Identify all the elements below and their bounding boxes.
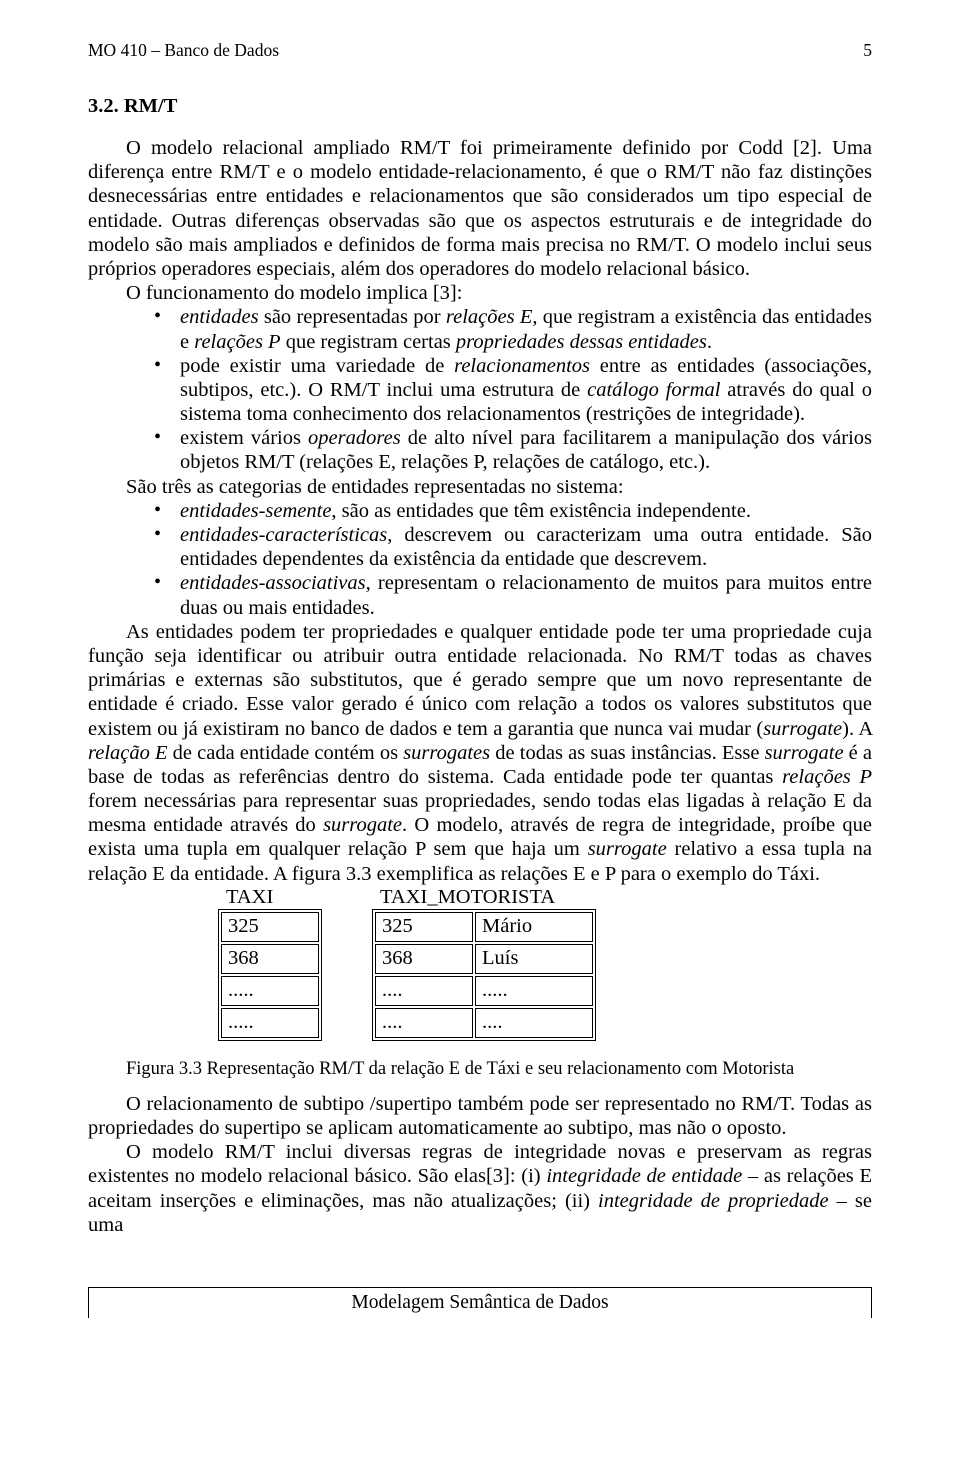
italic-text: surrogate: [765, 742, 844, 764]
table-row: 325Mário: [375, 912, 593, 942]
italic-text: integridade de entidade: [546, 1165, 742, 1187]
italic-text: surrogate: [588, 838, 667, 860]
table-cell: .....: [221, 976, 319, 1006]
table-cell: .....: [475, 976, 593, 1006]
text: que registram certas: [281, 331, 456, 353]
table-cell: ....: [475, 1008, 593, 1038]
table-taxi: TAXI 325 368 ..... .....: [218, 886, 322, 1041]
table: 325 368 ..... .....: [218, 909, 322, 1041]
list-item: entidades-características, descrevem ou …: [180, 523, 872, 571]
table-cell: 325: [375, 912, 473, 942]
page-header-left: MO 410 – Banco de Dados: [88, 40, 279, 61]
table: 325Mário 368Luís ......... ........: [372, 909, 596, 1041]
table-row: .........: [375, 976, 593, 1006]
italic-text: surrogate: [763, 718, 842, 740]
tables-row: TAXI 325 368 ..... ..... TAXI_MOTORISTA …: [218, 886, 872, 1041]
table-row: 368: [221, 944, 319, 974]
text: , são as entidades que têm existência in…: [331, 500, 751, 522]
text: existem vários: [180, 427, 308, 449]
text: As entidades podem ter propriedades e qu…: [88, 621, 872, 740]
italic-text: operadores: [308, 427, 401, 449]
table-cell: .....: [221, 1008, 319, 1038]
list-item: entidades-semente, são as entidades que …: [180, 499, 872, 523]
text: ). A: [842, 718, 872, 740]
paragraph-6: O modelo RM/T inclui diversas regras de …: [88, 1140, 872, 1237]
list-item: entidades são representadas por relações…: [180, 305, 872, 353]
italic-text: entidades-características: [180, 524, 387, 546]
text: são representadas por: [259, 306, 446, 328]
italic-text: surrogates: [403, 742, 490, 764]
text: de cada entidade contém os: [168, 742, 404, 764]
table-cell: ....: [375, 976, 473, 1006]
bullet-list-a: entidades são representadas por relações…: [88, 305, 872, 474]
table-cell: 368: [221, 944, 319, 974]
table-cell: Luís: [475, 944, 593, 974]
paragraph-2-lead: O funcionamento do modelo implica [3]:: [88, 281, 872, 305]
italic-text: entidades: [180, 306, 259, 328]
table-row: .....: [221, 1008, 319, 1038]
paragraph-3-lead: São três as categorias de entidades repr…: [88, 475, 872, 499]
bullet-list-b: entidades-semente, são as entidades que …: [88, 499, 872, 620]
table-title: TAXI: [218, 886, 273, 909]
italic-text: relações P: [194, 331, 280, 353]
italic-text: entidades-semente: [180, 500, 331, 522]
text: de todas as suas instâncias. Esse: [490, 742, 764, 764]
page-footer: Modelagem Semântica de Dados: [88, 1287, 872, 1318]
italic-text: relação E: [88, 742, 168, 764]
table-row: ........: [375, 1008, 593, 1038]
table-cell: 368: [375, 944, 473, 974]
text: pode existir uma variedade de: [180, 355, 454, 377]
italic-text: relações E: [446, 306, 533, 328]
table-row: .....: [221, 976, 319, 1006]
italic-text: propriedades dessas entidades: [456, 331, 707, 353]
italic-text: catálogo formal: [587, 379, 720, 401]
table-cell: ....: [375, 1008, 473, 1038]
page-number: 5: [863, 40, 872, 61]
table-row: 368Luís: [375, 944, 593, 974]
table-row: 325: [221, 912, 319, 942]
italic-text: relações P: [782, 766, 872, 788]
section-heading: 3.2. RM/T: [88, 95, 872, 118]
paragraph-4: As entidades podem ter propriedades e qu…: [88, 620, 872, 886]
list-item: pode existir uma variedade de relacionam…: [180, 354, 872, 427]
text: .: [707, 331, 712, 353]
italic-text: entidades-associativas: [180, 572, 366, 594]
italic-text: surrogate: [323, 814, 402, 836]
list-item: existem vários operadores de alto nível …: [180, 426, 872, 474]
table-title: TAXI_MOTORISTA: [372, 886, 555, 909]
table-taxi-motorista: TAXI_MOTORISTA 325Mário 368Luís ........…: [372, 886, 596, 1041]
figure-caption: Figura 3.3 Representação RM/T da relação…: [88, 1059, 872, 1080]
table-cell: 325: [221, 912, 319, 942]
paragraph-5: O relacionamento de subtipo /supertipo t…: [88, 1092, 872, 1140]
table-cell: Mário: [475, 912, 593, 942]
paragraph-1: O modelo relacional ampliado RM/T foi pr…: [88, 136, 872, 281]
italic-text: integridade de propriedade: [598, 1190, 829, 1212]
italic-text: relacionamentos: [454, 355, 590, 377]
list-item: entidades-associativas, representam o re…: [180, 571, 872, 619]
